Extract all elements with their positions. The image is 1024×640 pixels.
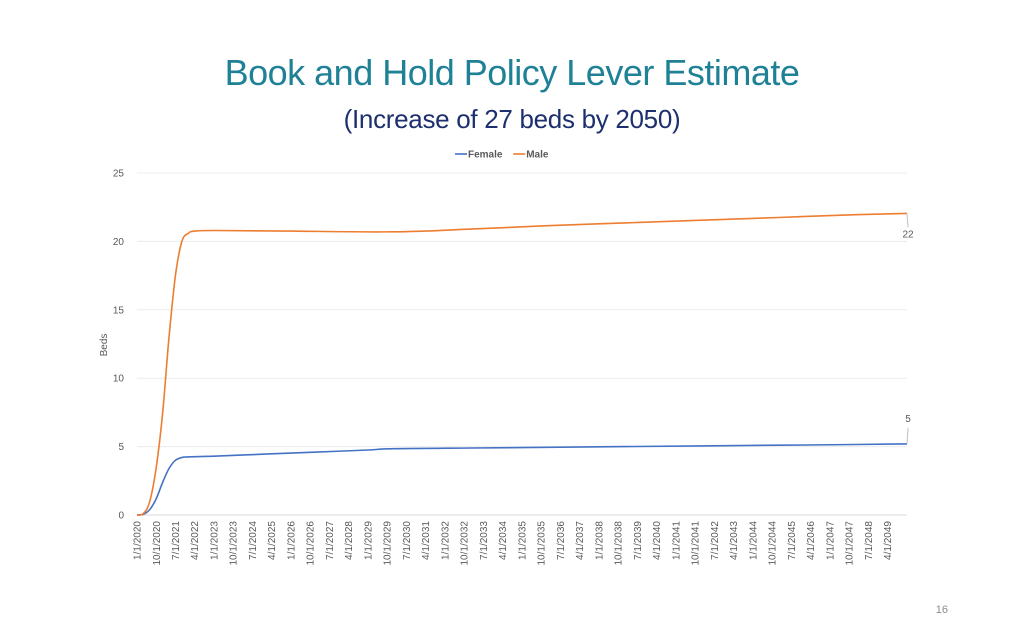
x-tick-label: 7/1/2048 [864, 521, 875, 560]
x-tick-label: 4/1/2037 [575, 521, 586, 560]
x-tick-label: 7/1/2033 [479, 521, 490, 560]
x-tick-label: 10/1/2044 [768, 521, 779, 566]
x-tick-label: 7/1/2045 [787, 521, 798, 560]
legend-label-female: Female [468, 150, 503, 161]
x-tick-label: 10/1/2029 [383, 521, 394, 566]
x-tick-label: 10/1/2032 [460, 521, 471, 566]
y-tick-label: 5 [118, 442, 124, 453]
x-tick-label: 7/1/2042 [710, 521, 721, 560]
x-axis-ticks: 1/1/2020 10/1/2020 7/1/2021 4/1/2022 1/1/202… [133, 521, 895, 566]
x-tick-label: 7/1/2024 [248, 521, 259, 560]
series-line-male [136, 212, 908, 516]
y-axis-label: Beds [99, 334, 110, 357]
end-label-male: 22 [902, 229, 914, 240]
data-label-leader [906, 213, 909, 228]
x-tick-label: 4/1/2043 [729, 521, 740, 560]
slide-title: Book and Hold Policy Lever Estimate [224, 52, 800, 93]
x-tick-label: 10/1/2023 [229, 521, 240, 566]
x-tick-label: 7/1/2027 [325, 521, 336, 560]
series-line-female [136, 443, 908, 516]
x-tick-label: 7/1/2036 [556, 521, 567, 560]
x-tick-label: 1/1/2020 [133, 521, 144, 560]
x-tick-label: 10/1/2035 [537, 521, 548, 566]
x-tick-label: 1/1/2029 [364, 521, 375, 560]
x-tick-label: 7/1/2039 [633, 521, 644, 560]
series-lines [136, 212, 908, 516]
x-tick-label: 4/1/2034 [498, 521, 509, 560]
x-tick-label: 4/1/2022 [190, 521, 201, 560]
data-labels: 5 22 [902, 213, 914, 444]
x-tick-label: 4/1/2046 [806, 521, 817, 560]
x-tick-label: 4/1/2040 [652, 521, 663, 560]
x-tick-label: 1/1/2047 [825, 521, 836, 560]
y-tick-label: 0 [118, 511, 124, 522]
y-tick-label: 15 [113, 305, 125, 316]
x-tick-label: 7/1/2030 [402, 521, 413, 560]
x-tick-label: 10/1/2038 [614, 521, 625, 566]
x-tick-label: 4/1/2028 [344, 521, 355, 560]
x-tick-label: 4/1/2025 [267, 521, 278, 560]
page-number: 16 [935, 604, 948, 616]
y-tick-label: 10 [113, 374, 125, 385]
x-tick-label: 10/1/2047 [845, 521, 856, 566]
x-tick-label: 1/1/2032 [440, 521, 451, 560]
x-tick-label: 4/1/2031 [421, 521, 432, 560]
x-tick-label: 1/1/2044 [748, 521, 759, 560]
x-tick-label: 10/1/2026 [306, 521, 317, 566]
legend: Female Male [455, 150, 549, 161]
legend-label-male: Male [526, 150, 549, 161]
data-label-leader [906, 427, 909, 444]
x-tick-label: 1/1/2026 [287, 521, 298, 560]
x-tick-label: 10/1/2020 [152, 521, 163, 566]
y-tick-label: 20 [113, 237, 125, 248]
x-tick-label: 1/1/2038 [595, 521, 606, 560]
x-tick-label: 1/1/2041 [672, 521, 683, 560]
gridlines [137, 172, 907, 516]
x-tick-label: 10/1/2041 [691, 521, 702, 566]
x-tick-label: 7/1/2021 [171, 521, 182, 560]
y-tick-label: 25 [113, 169, 125, 180]
slide-subtitle: (Increase of 27 beds by 2050) [343, 104, 681, 134]
x-tick-label: 1/1/2023 [210, 521, 221, 560]
y-axis-ticks: 0 5 10 15 20 25 [113, 169, 125, 522]
end-label-female: 5 [905, 414, 911, 425]
x-tick-label: 4/1/2049 [883, 521, 894, 560]
x-tick-label: 1/1/2035 [518, 521, 529, 560]
